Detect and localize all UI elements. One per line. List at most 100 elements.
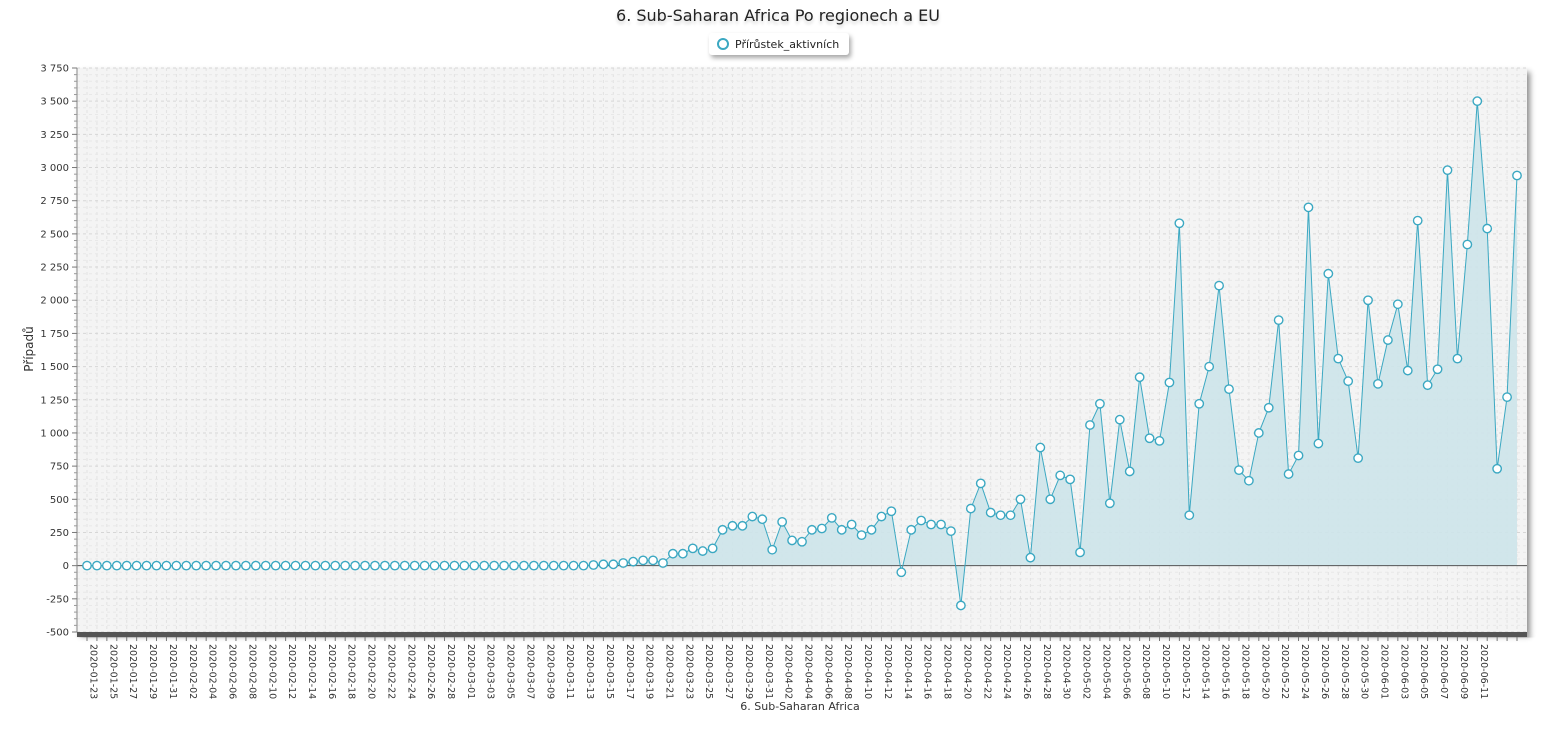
y-tick-label: 250 (50, 528, 69, 539)
data-point (82, 560, 92, 571)
data-point (995, 510, 1006, 521)
data-point (1095, 398, 1105, 409)
y-tick-label: 2 250 (40, 263, 69, 274)
data-point (1134, 372, 1145, 383)
data-point (548, 560, 559, 571)
data-point (340, 560, 351, 571)
data-point (826, 512, 837, 523)
data-point (717, 524, 728, 535)
data-point (211, 560, 221, 571)
data-point (1383, 335, 1393, 345)
data-point (1253, 428, 1264, 438)
data-point (1283, 469, 1294, 479)
legend-label: Přírůstek_aktivních (735, 37, 840, 51)
x-tick-label: 2020-03-07 (524, 644, 535, 699)
data-point (1333, 353, 1344, 364)
x-axis-label: 6. Sub-Saharan Africa (740, 700, 859, 713)
x-tick-label: 2020-03-29 (743, 644, 754, 699)
data-point (737, 520, 748, 531)
x-tick-label: 2020-05-04 (1100, 644, 1111, 699)
data-point (181, 560, 192, 571)
x-tick-label: 2020-06-11 (1478, 644, 1489, 699)
data-point (320, 560, 331, 571)
data-point (1194, 398, 1205, 409)
data-point (767, 544, 778, 555)
data-point (171, 560, 182, 571)
data-point (965, 503, 976, 514)
legend[interactable]: Přírůstek_aktivních (709, 33, 850, 55)
x-tick-label: 2020-03-31 (763, 644, 774, 699)
x-axis-band (77, 632, 1527, 637)
legend-marker-icon (717, 38, 729, 50)
data-point (1144, 433, 1155, 444)
x-tick-label: 2020-05-12 (1180, 644, 1191, 699)
data-point (896, 567, 907, 578)
y-tick-label: 0 (63, 561, 69, 572)
data-point (747, 511, 758, 522)
x-tick-label: 2020-02-14 (306, 644, 317, 699)
data-point (1045, 494, 1056, 505)
y-tick-label: 750 (50, 462, 69, 473)
y-tick-label: 3 750 (40, 64, 69, 75)
x-tick-label: 2020-03-25 (703, 644, 714, 699)
x-tick-label: 2020-02-16 (326, 644, 337, 699)
data-point (1353, 453, 1364, 464)
x-tick-label: 2020-04-02 (783, 644, 794, 699)
x-tick-label: 2020-02-10 (266, 644, 277, 699)
data-point (876, 511, 887, 522)
data-point (1452, 353, 1463, 364)
data-point (131, 560, 142, 571)
data-point (727, 520, 738, 531)
x-tick-label: 2020-06-09 (1458, 644, 1469, 699)
x-tick-label: 2020-05-28 (1339, 644, 1350, 699)
data-point (330, 560, 341, 571)
x-tick-label: 2020-04-08 (842, 644, 853, 699)
x-tick-label: 2020-02-28 (445, 644, 456, 699)
x-tick-label: 2020-01-25 (107, 644, 118, 699)
y-tick-label: 3 500 (40, 97, 69, 108)
data-point (1412, 215, 1423, 226)
data-point (658, 558, 668, 568)
x-tick-label: 2020-03-21 (663, 644, 674, 699)
x-tick-label: 2020-05-06 (1120, 644, 1131, 699)
data-point (92, 560, 102, 571)
x-tick-label: 2020-06-07 (1438, 644, 1449, 699)
data-point (290, 560, 301, 571)
data-point (926, 519, 936, 530)
data-point (916, 515, 927, 526)
data-point (936, 519, 946, 530)
x-tick-label: 2020-02-26 (425, 644, 436, 699)
data-point (856, 530, 867, 541)
y-tick-label: 2 000 (40, 296, 69, 307)
data-point (598, 559, 609, 570)
data-point (1025, 552, 1036, 563)
x-tick-label: 2020-05-22 (1279, 644, 1290, 699)
data-point (459, 560, 470, 571)
data-point (360, 560, 370, 571)
data-point (519, 560, 529, 571)
data-point (101, 560, 112, 571)
data-point (1174, 218, 1185, 229)
data-point (787, 535, 797, 546)
x-tick-label: 2020-06-03 (1398, 644, 1409, 699)
x-tick-label: 2020-04-10 (862, 644, 873, 699)
y-tick-label: -500 (46, 628, 69, 639)
data-point (648, 555, 658, 566)
data-point (707, 543, 718, 554)
data-point (816, 523, 827, 534)
data-point (1055, 470, 1066, 481)
data-point (111, 560, 122, 571)
data-point (1114, 414, 1125, 425)
x-tick-label: 2020-02-12 (286, 644, 297, 699)
data-point (1293, 450, 1304, 461)
x-tick-label: 2020-03-15 (604, 644, 615, 699)
data-point (946, 526, 956, 537)
data-point (1164, 377, 1175, 388)
data-point (399, 560, 410, 571)
data-point (409, 560, 420, 571)
data-point (1204, 361, 1215, 372)
data-point (955, 600, 966, 611)
data-point (499, 560, 509, 571)
data-point (1512, 170, 1522, 181)
